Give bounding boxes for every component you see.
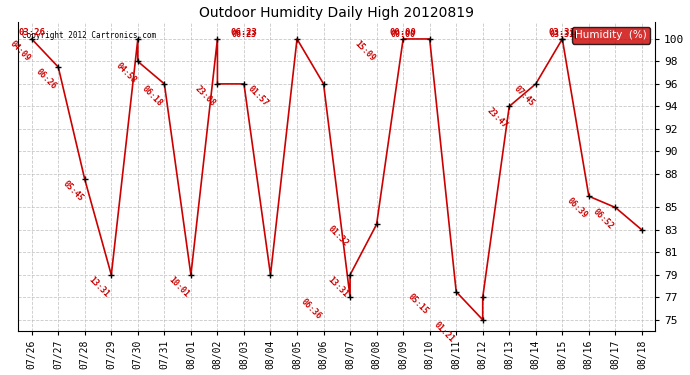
Text: 00:00: 00:00 [391, 30, 415, 39]
Text: 05:45: 05:45 [61, 179, 85, 203]
Text: 06:26: 06:26 [34, 67, 58, 91]
Text: 01:32: 01:32 [326, 224, 350, 248]
Title: Outdoor Humidity Daily High 20120819: Outdoor Humidity Daily High 20120819 [199, 6, 474, 20]
Text: 06:23: 06:23 [231, 30, 257, 39]
Text: 00:00: 00:00 [390, 28, 417, 37]
Text: 01:57: 01:57 [246, 84, 270, 108]
Text: Copyright 2012 Cartronics.com: Copyright 2012 Cartronics.com [21, 32, 156, 40]
Text: 23:47: 23:47 [485, 106, 509, 130]
Text: 15:09: 15:09 [353, 39, 377, 63]
Text: 10:01: 10:01 [167, 275, 191, 299]
Text: 23:08: 23:08 [193, 84, 217, 108]
Text: 03:31: 03:31 [549, 28, 575, 37]
Text: 01:21: 01:21 [432, 320, 456, 344]
Text: 06:18: 06:18 [140, 84, 164, 108]
Text: 06:23: 06:23 [230, 28, 257, 37]
Text: 06:36: 06:36 [299, 297, 324, 321]
Text: 04:09: 04:09 [8, 39, 32, 63]
Legend: Humidity  (%): Humidity (%) [572, 27, 650, 44]
Text: 06:52: 06:52 [591, 207, 615, 231]
Text: 13:31: 13:31 [326, 275, 350, 299]
Text: 13:31: 13:31 [87, 275, 111, 299]
Text: 06:39: 06:39 [565, 196, 589, 220]
Text: 05:15: 05:15 [406, 292, 430, 316]
Text: 03:26: 03:26 [18, 28, 45, 37]
Text: 04:58: 04:58 [114, 62, 138, 86]
Text: 07:45: 07:45 [512, 84, 535, 108]
Text: 03:31: 03:31 [550, 30, 575, 39]
